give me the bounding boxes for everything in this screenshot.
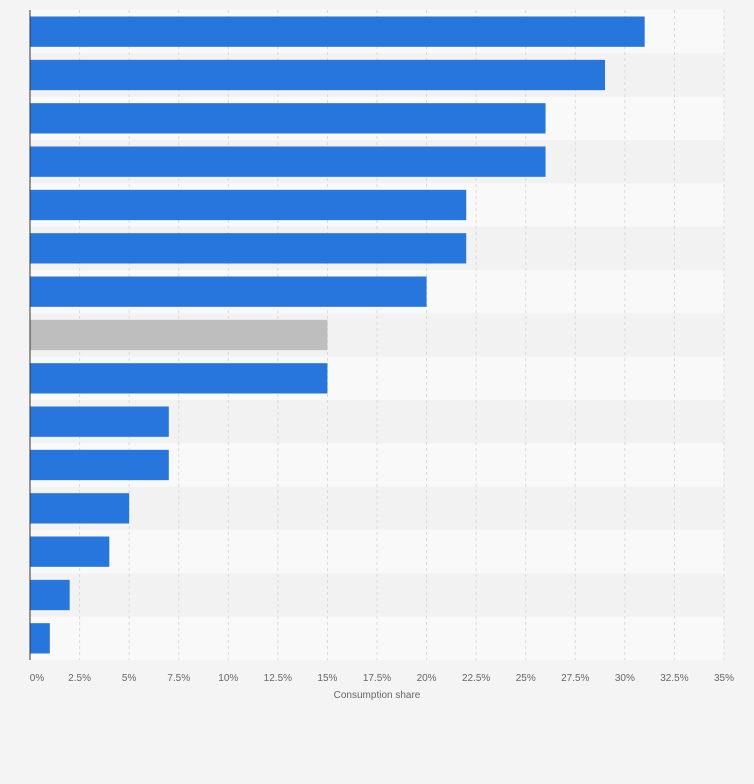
bar[interactable]: [30, 189, 467, 221]
x-tick-label: 32.5%: [660, 673, 688, 684]
x-tick-label: 35%: [714, 673, 734, 684]
bar[interactable]: [30, 536, 110, 567]
x-tick-label: 12.5%: [264, 673, 292, 684]
bar[interactable]: [30, 16, 645, 47]
bar[interactable]: [30, 623, 50, 654]
x-tick-label: 22.5%: [462, 673, 490, 684]
bar[interactable]: [30, 146, 546, 177]
bar[interactable]: [30, 233, 467, 264]
x-tick-label: 27.5%: [561, 673, 589, 684]
x-tick-label: 5%: [122, 673, 137, 684]
bar[interactable]: [30, 59, 606, 91]
bar[interactable]: [30, 493, 130, 524]
x-axis-label: Consumption share: [334, 690, 421, 701]
bar[interactable]: [30, 103, 546, 134]
bar[interactable]: [30, 406, 169, 437]
x-tick-label: 0%: [30, 673, 45, 684]
x-tick-label: 15%: [317, 673, 337, 684]
x-tick-label: 7.5%: [167, 673, 190, 684]
x-tick-label: 20%: [417, 673, 437, 684]
bars: [30, 16, 645, 654]
x-tick-label: 17.5%: [363, 673, 391, 684]
x-tick-label: 30%: [615, 673, 635, 684]
bar[interactable]: [30, 363, 328, 394]
x-tick-label: 2.5%: [68, 673, 91, 684]
x-tick-labels: 0% 2.5% 5% 7.5% 10% 12.5% 15% 17.5% 20% 22.5% 25% 2…: [30, 673, 734, 684]
bar[interactable]: [30, 449, 169, 481]
x-tick-label: 10%: [218, 673, 238, 684]
bar[interactable]: [30, 579, 70, 611]
bar[interactable]: [30, 319, 328, 351]
x-tick-label: 25%: [516, 673, 536, 684]
bar[interactable]: [30, 276, 427, 307]
